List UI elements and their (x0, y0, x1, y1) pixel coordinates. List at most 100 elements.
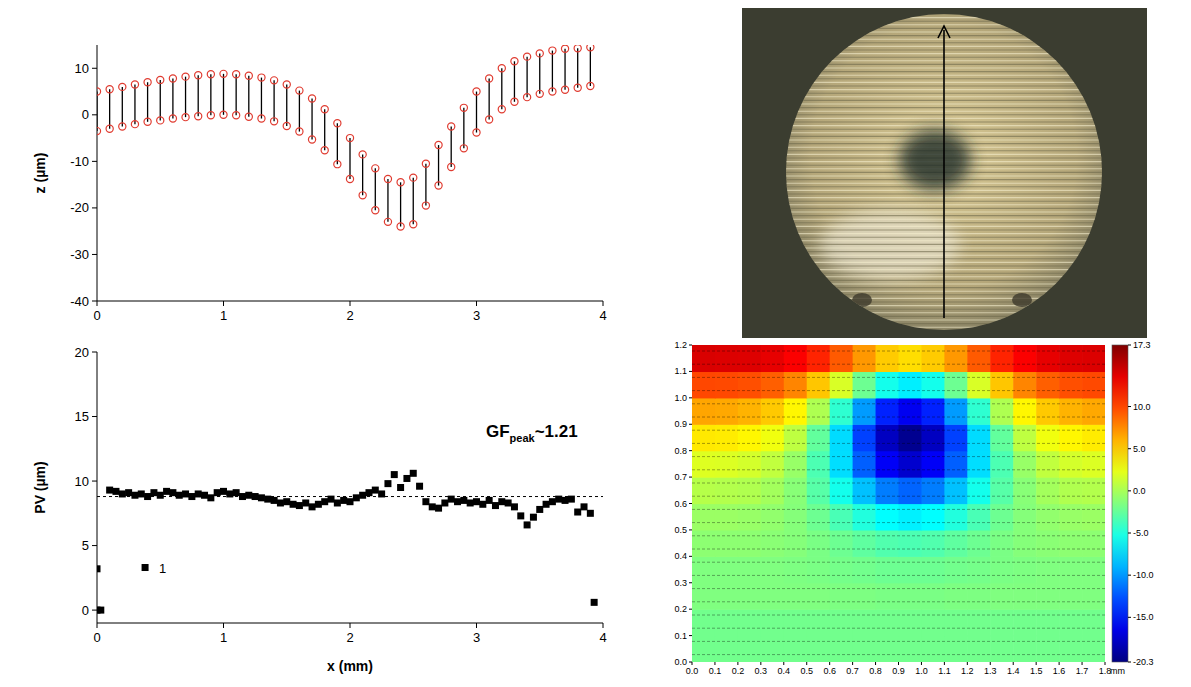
circle-marker (524, 53, 531, 60)
circle-marker (549, 88, 556, 95)
heat-cell (1082, 609, 1105, 636)
square-marker (403, 475, 410, 482)
dark-mark (852, 293, 872, 307)
stripe (692, 628, 1105, 629)
heat-cell (1059, 504, 1083, 531)
color-tick (1128, 533, 1131, 534)
heat-cell (990, 530, 1014, 557)
heat-cell (1036, 424, 1060, 451)
square-marker (422, 498, 429, 505)
x-tick-label: 0.7 (846, 666, 859, 676)
square-marker (347, 498, 354, 505)
y-tick-label: 0.1 (674, 631, 687, 641)
x-tick-label: 1 (220, 308, 227, 323)
square-marker (378, 490, 385, 497)
circle-marker (169, 75, 176, 82)
heat-cell (1013, 583, 1037, 610)
heatmap-cells (692, 345, 1105, 662)
x-tick (898, 662, 899, 665)
square-marker (574, 509, 581, 516)
square-marker (195, 490, 202, 497)
square-marker (328, 496, 335, 503)
heat-cell (899, 398, 923, 425)
square-marker (207, 494, 214, 501)
circle-marker (271, 118, 278, 125)
stripe (692, 601, 1105, 602)
heat-cell (990, 398, 1014, 425)
square-marker (163, 488, 170, 495)
x-tick-label: 1.7 (1076, 666, 1089, 676)
y-tick (92, 68, 97, 69)
heat-cell (784, 636, 808, 662)
stripe (692, 522, 1105, 523)
x-tick-label: 1.5 (1030, 666, 1043, 676)
heat-cell (876, 583, 900, 610)
heat-cell (921, 609, 945, 636)
y-tick-label: 20 (75, 345, 89, 360)
heat-cell (715, 609, 739, 636)
stripe (692, 364, 1105, 365)
square-marker (581, 503, 588, 510)
x-tick (990, 662, 991, 665)
heat-cell (876, 398, 900, 425)
x-tick-label: 0.8 (869, 666, 882, 676)
heat-cell (853, 345, 877, 372)
heat-cell (1013, 504, 1037, 531)
y-tick-label: 0 (82, 603, 89, 618)
square-marker (264, 496, 271, 503)
heat-cell (761, 424, 785, 451)
x-tick-label: 0 (93, 630, 100, 645)
heat-cell (1059, 530, 1083, 557)
x-tick-label: 0.1 (709, 666, 722, 676)
square-marker (555, 496, 562, 503)
y-tick (92, 610, 97, 611)
heat-cell (921, 345, 945, 372)
square-marker (435, 505, 442, 512)
y-tick-label: -40 (70, 294, 89, 309)
heat-cell (830, 424, 854, 451)
circle-marker (397, 223, 404, 230)
y-tick (92, 207, 97, 208)
profile-segment (311, 99, 312, 140)
heat-cell (692, 451, 716, 478)
square-marker (365, 489, 372, 496)
x-tick-label: 1.4 (1007, 666, 1020, 676)
x-tick-label: 1.6 (1053, 666, 1066, 676)
square-marker (258, 494, 265, 501)
circle-marker (498, 65, 505, 72)
circle-marker (220, 111, 227, 118)
circle-marker (422, 160, 429, 167)
circle-marker (106, 86, 113, 93)
color-tick (1128, 662, 1131, 663)
photo-background (742, 8, 1147, 338)
heat-cell (1013, 477, 1037, 504)
heat-cell (715, 345, 739, 372)
color-tick (1128, 575, 1131, 576)
heat-cell (876, 504, 900, 531)
gf-text: GF (486, 422, 510, 441)
x-tick (875, 662, 876, 665)
color-tick-label: -20.3 (1133, 657, 1154, 667)
heat-cell (967, 345, 991, 372)
profile-segment (134, 85, 135, 125)
heat-cell (761, 345, 785, 372)
square-marker (214, 489, 221, 496)
heat-cell (807, 609, 831, 636)
heat-cell (807, 530, 831, 557)
heat-cell (990, 424, 1014, 451)
sample-disc (786, 14, 1102, 330)
y-tick-label: 0.2 (674, 604, 687, 614)
color-tick-label: -10.0 (1133, 570, 1154, 580)
y-tick (92, 352, 97, 353)
circle-marker (561, 45, 568, 52)
heat-cell (784, 398, 808, 425)
stripe (692, 351, 1105, 352)
profile-segment (463, 108, 464, 148)
color-tick (1128, 345, 1131, 346)
axes: -40-30-20-1001001234z (µm) (32, 45, 607, 323)
heat-cell (990, 371, 1014, 398)
x-tick (1036, 662, 1037, 665)
circle-marker (561, 86, 568, 93)
heat-cell (715, 398, 739, 425)
heat-cell (807, 504, 831, 531)
